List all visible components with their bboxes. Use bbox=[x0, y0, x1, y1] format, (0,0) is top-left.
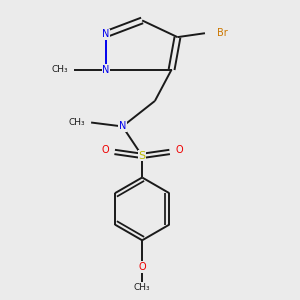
Text: Br: Br bbox=[217, 28, 227, 38]
Text: S: S bbox=[139, 151, 146, 161]
Text: CH₃: CH₃ bbox=[52, 65, 68, 74]
Text: N: N bbox=[102, 64, 110, 74]
Text: N: N bbox=[119, 122, 126, 131]
Text: CH₃: CH₃ bbox=[69, 118, 85, 127]
Text: O: O bbox=[176, 145, 183, 155]
Text: O: O bbox=[101, 145, 109, 155]
Text: N: N bbox=[102, 29, 110, 39]
Text: CH₃: CH₃ bbox=[134, 283, 151, 292]
Text: O: O bbox=[138, 262, 146, 272]
